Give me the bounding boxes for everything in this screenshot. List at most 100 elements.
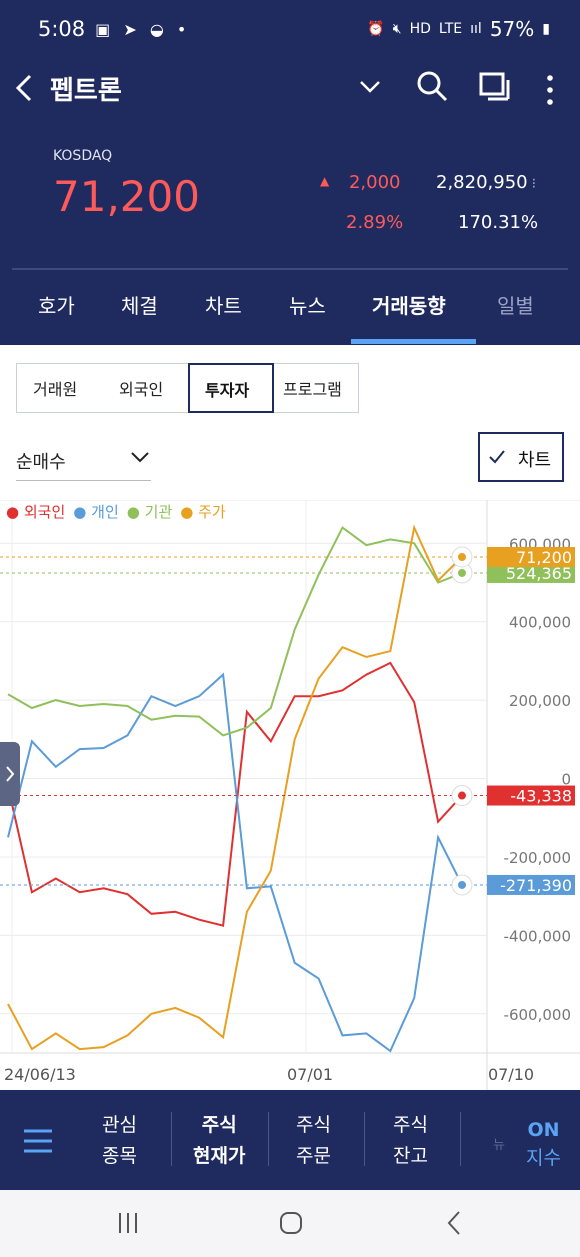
change-value: 2,000	[348, 172, 401, 193]
back-arrow-icon[interactable]	[12, 68, 38, 108]
up-arrow-icon: ▲	[320, 174, 330, 188]
volume: 2,820,950 ⁝	[436, 172, 537, 193]
tab-trading-trend[interactable]: 거래동향	[372, 294, 446, 318]
last-point	[458, 791, 466, 800]
status-time: 5:08	[38, 17, 86, 41]
segment-program[interactable]: 프로그램	[283, 380, 342, 399]
bottom-nav: 관심 종목 주식 현재가 주식 주문 주식 잔고 뉴 ON 지수	[0, 1090, 580, 1190]
notification-icons: ▣ ➤ ◒ •	[95, 19, 191, 39]
y-tick-label: -600,000	[504, 1006, 571, 1024]
more-icon[interactable]	[540, 66, 560, 106]
investor-trend-chart: 600,000400,000200,0000-200,000-400,000-6…	[0, 500, 580, 1090]
chevron-down-icon	[131, 452, 149, 463]
tab-daily[interactable]: 일별	[497, 294, 534, 318]
side-panel-handle[interactable]	[0, 742, 20, 806]
search-icon[interactable]	[414, 66, 450, 106]
tab-bar: 호가 체결 차트 뉴스 거래동향 일별	[0, 290, 580, 345]
legend-institution: ● 기관	[126, 503, 173, 521]
price-change: ▲ 2,000	[320, 172, 401, 193]
market-label: KOSDAQ	[53, 148, 113, 164]
last-point	[458, 880, 466, 889]
nav-order-line1: 주식	[296, 1114, 331, 1136]
nav-watchlist-line1: 관심	[102, 1114, 137, 1136]
last-value-label: 524,365	[506, 564, 572, 583]
current-price: 71,200	[53, 172, 200, 221]
series-line	[7, 672, 463, 1053]
hd-label: HD	[409, 21, 431, 37]
segment-investor[interactable]: 투자자	[188, 363, 274, 413]
segment-control: 거래원 외국인 투자자 프로그램	[16, 363, 359, 413]
menu-icon[interactable]	[22, 1128, 54, 1154]
chart-toggle-label: 차트	[518, 450, 552, 471]
top-bar: 펩트론	[0, 60, 580, 116]
battery-icon: ▮	[542, 21, 550, 37]
tab-news[interactable]: 뉴스	[289, 294, 326, 318]
window-icon[interactable]	[476, 66, 512, 106]
segment-foreign[interactable]: 외국인	[119, 380, 164, 399]
legend-price-label: 주가	[198, 503, 226, 521]
signal-icon: ııl	[470, 21, 482, 37]
tab-chart[interactable]: 차트	[205, 294, 242, 318]
last-point	[458, 568, 466, 577]
x-tick-label: 07/01	[287, 1065, 333, 1084]
series-line	[7, 526, 463, 737]
nav-balance-line1: 주식	[393, 1114, 428, 1136]
nav-balance-line2: 잔고	[393, 1145, 428, 1167]
alarm-icon: ⏰	[367, 21, 385, 37]
last-value-tag	[487, 785, 575, 806]
last-value-label: 71,200	[516, 548, 572, 567]
nav-balance[interactable]: 주식 잔고	[393, 1110, 428, 1172]
index-on-sub: 지수	[526, 1147, 561, 1169]
net-buy-dropdown[interactable]: 순매수	[16, 440, 151, 481]
home-icon[interactable]	[278, 1210, 304, 1236]
tab-orderbook[interactable]: 호가	[38, 294, 75, 318]
last-value-tag	[487, 547, 575, 568]
x-tick-label: 07/10	[488, 1065, 534, 1084]
legend-individual-label: 개인	[91, 503, 119, 521]
nav-separator	[364, 1112, 365, 1166]
check-icon	[489, 450, 505, 464]
legend-price: ● 주가	[180, 503, 226, 521]
series-line	[7, 524, 463, 1051]
tab-executions[interactable]: 체결	[121, 294, 158, 318]
nav-current-price-line1: 주식	[201, 1114, 237, 1136]
segment-broker[interactable]: 거래원	[33, 380, 78, 399]
stock-header: 5:08 ▣ ➤ ◒ • ⏰ 🔇︎ HD LTE ııl 57% ▮ 펩트론	[0, 0, 580, 345]
system-nav-bar	[0, 1190, 580, 1257]
chart-legend: ● 외국인 ● 개인 ● 기관 ● 주가	[6, 501, 226, 522]
active-tab-indicator	[351, 339, 476, 344]
volume-value: 2,820,950	[436, 172, 528, 193]
nav-watchlist[interactable]: 관심 종목	[102, 1110, 137, 1172]
chevron-down-icon[interactable]	[356, 66, 384, 106]
nav-watchlist-line2: 종목	[102, 1145, 137, 1167]
stock-title[interactable]: 펩트론	[50, 76, 122, 106]
y-tick-label: -400,000	[504, 927, 571, 945]
x-tick-label: 24/06/13	[4, 1065, 76, 1084]
y-tick-label: 400,000	[509, 614, 571, 632]
nav-separator	[268, 1112, 269, 1166]
header-divider	[12, 268, 568, 270]
recent-apps-icon[interactable]	[116, 1210, 140, 1236]
status-bar: 5:08 ▣ ➤ ◒ • ⏰ 🔇︎ HD LTE ııl 57% ▮	[38, 14, 550, 44]
legend-institution-label: 기관	[144, 503, 173, 521]
nav-current-price[interactable]: 주식 현재가	[193, 1110, 245, 1172]
legend-foreign: ● 외국인	[6, 503, 66, 521]
mute-icon: 🔇︎	[392, 21, 402, 37]
turnover-rate: 170.31%	[458, 212, 539, 233]
dropdown-value: 순매수	[16, 452, 66, 473]
y-tick-label: 200,000	[509, 692, 571, 710]
chart-toggle-button[interactable]: 차트	[478, 432, 564, 482]
nav-separator	[171, 1112, 172, 1166]
last-value-tag	[487, 562, 575, 583]
status-right: ⏰ 🔇︎ HD LTE ııl 57% ▮	[367, 17, 550, 41]
lte-label: LTE	[438, 21, 463, 37]
nav-order-line2: 주문	[296, 1145, 331, 1167]
index-on-label: ON	[527, 1119, 560, 1141]
series-line	[7, 661, 463, 927]
last-value-tag	[487, 874, 575, 895]
change-rate: 2.89%	[346, 212, 404, 233]
nav-more-cut[interactable]: 뉴	[493, 1138, 505, 1153]
nav-order[interactable]: 주식 주문	[296, 1110, 331, 1172]
index-on-toggle[interactable]: ON 지수	[526, 1116, 561, 1172]
back-icon[interactable]	[444, 1210, 464, 1236]
